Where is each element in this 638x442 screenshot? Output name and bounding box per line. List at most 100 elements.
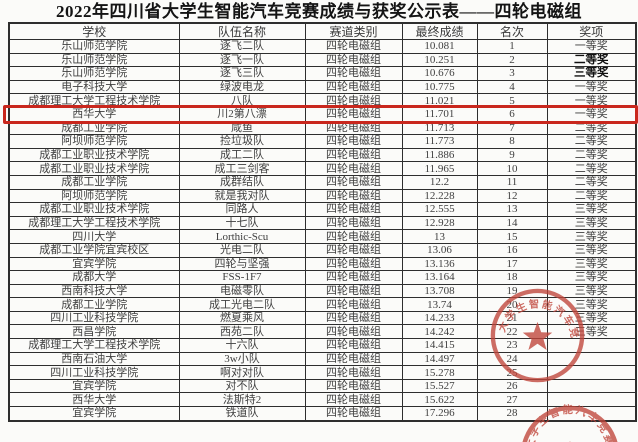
team-name-cell: 咸鱼 — [178, 120, 306, 136]
school-cell: 四川工业科技学院 — [8, 365, 180, 380]
final-score-cell: 14.415 — [401, 338, 478, 353]
table-row: 阿坝师范学院 就是我对队 四轮电磁组 12.228 12 二等奖 — [8, 188, 637, 204]
school-cell: 宜宾学院 — [8, 256, 180, 272]
table-row: 成都工业学院 咸鱼 四轮电磁组 11.713 7 二等奖 — [8, 120, 637, 136]
final-score-cell: 11.701 — [401, 106, 478, 122]
award-cell: 三等奖 — [546, 256, 637, 272]
table-row: 成都理工大学工程技术学院 十六队 四轮电磁组 14.415 23 — [8, 338, 637, 353]
table-row: 西昌学院 西苑二队 四轮电磁组 14.242 22 三等奖 — [8, 324, 637, 340]
rank-cell: 13 — [476, 202, 548, 217]
team-name-cell: 逐飞一队 — [178, 52, 306, 68]
school-cell: 成都工业职业技术学院 — [8, 202, 180, 217]
final-score-cell: 11.713 — [401, 120, 478, 136]
team-name-cell: 3w小队 — [178, 351, 306, 367]
rank-cell: 11 — [476, 174, 548, 190]
rank-cell: 28 — [476, 406, 548, 422]
award-cell: 三等奖 — [546, 202, 637, 217]
rank-cell: 19 — [476, 283, 548, 299]
table-row: 成都工业学院宜宾校区 光电二队 四轮电磁组 13.06 16 三等奖 — [8, 242, 637, 258]
final-score-cell: 17.296 — [401, 406, 478, 422]
rank-cell: 10 — [476, 161, 548, 176]
school-cell: 电子科技大学 — [8, 79, 180, 95]
school-cell: 成都工业学院宜宾校区 — [8, 242, 180, 258]
team-name-cell: 十六队 — [178, 338, 306, 353]
team-name-cell: 川2第八漂 — [178, 106, 306, 122]
rank-cell: 26 — [476, 378, 548, 394]
column-header: 赛道类别 — [304, 22, 403, 40]
team-name-cell: 电磁零队 — [178, 283, 306, 299]
table-row: 四川工业科技学院 燃夏乘风 四轮电磁组 14.233 21 三等奖 — [8, 310, 637, 326]
award-cell: 三等奖 — [546, 283, 637, 299]
results-table: 学校 队伍名称 赛道类别 最终成绩 名次 奖项 乐山师范学院 逐飞二队 四轮电磁组 10.081… — [8, 22, 637, 422]
award-cell: 二等奖 — [546, 161, 637, 176]
track-category-cell: 四轮电磁组 — [304, 188, 403, 204]
track-category-cell: 四轮电磁组 — [304, 392, 403, 408]
track-category-cell: 四轮电磁组 — [304, 351, 403, 367]
team-name-cell: 同路人 — [178, 202, 306, 217]
table-row: 成都理工大学工程技术学院 八队 四轮电磁组 11.021 5 一等奖 — [8, 93, 637, 108]
award-cell: 三等奖 — [546, 215, 637, 231]
final-score-cell: 12.228 — [401, 188, 478, 204]
school-cell: 西南石油大学 — [8, 351, 180, 367]
award-cell — [546, 351, 637, 367]
rank-cell: 2 — [476, 52, 548, 68]
track-category-cell: 四轮电磁组 — [304, 270, 403, 285]
school-cell: 西昌学院 — [8, 324, 180, 340]
award-cell: 二等奖 — [546, 134, 637, 149]
final-score-cell: 15.527 — [401, 378, 478, 394]
final-score-cell: 11.773 — [401, 134, 478, 149]
track-category-cell: 四轮电磁组 — [304, 297, 403, 312]
team-name-cell: Lorthic-Scu — [178, 229, 306, 244]
final-score-cell: 15.622 — [401, 392, 478, 408]
final-score-cell: 15.278 — [401, 365, 478, 380]
school-cell: 西南科技大学 — [8, 283, 180, 299]
award-cell: 三等奖 — [546, 242, 637, 258]
table-row: 四川大学 Lorthic-Scu 四轮电磁组 13 15 三等奖 — [8, 229, 637, 244]
school-cell: 宜宾学院 — [8, 378, 180, 394]
team-name-cell: 对不队 — [178, 378, 306, 394]
award-cell: 二等奖 — [546, 147, 637, 163]
final-score-cell: 13.136 — [401, 256, 478, 272]
final-score-cell: 10.676 — [401, 66, 478, 81]
table-row: 成都大学 FSS-1F7 四轮电磁组 13.164 18 三等奖 — [8, 270, 637, 285]
award-cell — [546, 338, 637, 353]
final-score-cell: 14.233 — [401, 310, 478, 326]
track-category-cell: 四轮电磁组 — [304, 283, 403, 299]
track-category-cell: 四轮电磁组 — [304, 229, 403, 244]
final-score-cell: 12.928 — [401, 215, 478, 231]
track-category-cell: 四轮电磁组 — [304, 310, 403, 326]
table-row: 乐山师范学院 逐飞三队 四轮电磁组 10.676 3 三等奖 — [8, 66, 637, 81]
column-header: 名次 — [476, 22, 548, 40]
rank-cell: 7 — [476, 120, 548, 136]
award-cell: 三等奖 — [546, 66, 637, 81]
award-cell — [546, 365, 637, 380]
rank-cell: 21 — [476, 310, 548, 326]
final-score-cell: 12.555 — [401, 202, 478, 217]
results-table-body: 乐山师范学院 逐飞二队 四轮电磁组 10.081 1 一等奖 乐山师范学院 逐飞一队 四轮电磁组… — [8, 39, 637, 422]
school-cell: 乐山师范学院 — [8, 66, 180, 81]
table-row: 成都工业职业技术学院 成工三剑客 四轮电磁组 11.965 10 二等奖 — [8, 161, 637, 176]
table-row: 阿坝师范学院 捡垃圾队 四轮电磁组 11.773 8 二等奖 — [8, 134, 637, 149]
final-score-cell: 12.2 — [401, 174, 478, 190]
award-cell: 一等奖 — [546, 39, 637, 54]
track-category-cell: 四轮电磁组 — [304, 242, 403, 258]
final-score-cell: 13.74 — [401, 297, 478, 312]
team-name-cell: 绿波电龙 — [178, 79, 306, 95]
team-name-cell: 燃夏乘风 — [178, 310, 306, 326]
final-score-cell: 11.886 — [401, 147, 478, 163]
track-category-cell: 四轮电磁组 — [304, 256, 403, 272]
team-name-cell: 成群结队 — [178, 174, 306, 190]
final-score-cell: 10.251 — [401, 52, 478, 68]
rank-cell: 5 — [476, 93, 548, 108]
track-category-cell: 四轮电磁组 — [304, 93, 403, 108]
school-cell: 成都大学 — [8, 270, 180, 285]
school-cell: 西华大学 — [8, 392, 180, 408]
rank-cell: 23 — [476, 338, 548, 353]
track-category-cell: 四轮电磁组 — [304, 79, 403, 95]
track-category-cell: 四轮电磁组 — [304, 161, 403, 176]
track-category-cell: 四轮电磁组 — [304, 378, 403, 394]
team-name-cell: 就是我对队 — [178, 188, 306, 204]
rank-cell: 18 — [476, 270, 548, 285]
school-cell: 西华大学 — [8, 106, 180, 122]
table-row: 宜宾学院 对不队 四轮电磁组 15.527 26 — [8, 378, 637, 394]
